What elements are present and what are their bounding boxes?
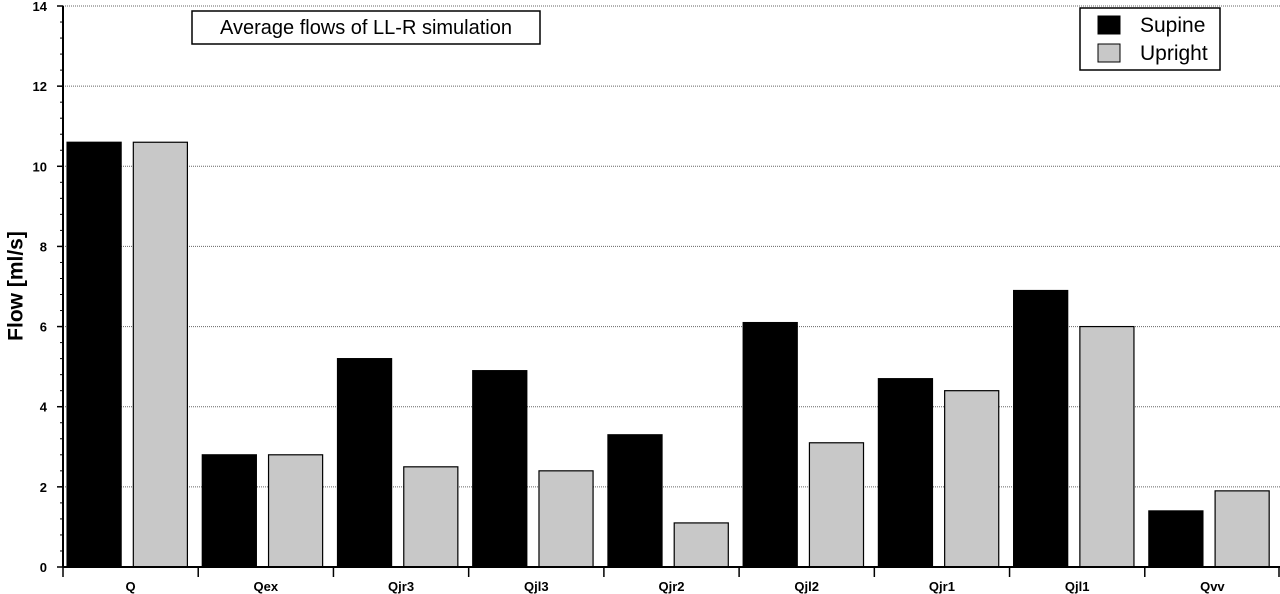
bars bbox=[66, 141, 1270, 568]
y-tick-label: 8 bbox=[40, 239, 47, 254]
y-tick-label: 0 bbox=[40, 560, 47, 575]
bar-supine-q bbox=[66, 141, 122, 568]
chart-title: Average flows of LL-R simulation bbox=[220, 17, 512, 39]
bar-upright-q bbox=[132, 141, 189, 568]
legend-label-supine: Supine bbox=[1140, 14, 1205, 37]
y-tick-label: 14 bbox=[33, 0, 48, 14]
legend: Supine Upright bbox=[1079, 7, 1221, 71]
legend-swatch-upright bbox=[1097, 43, 1121, 63]
x-tick-label: Qvv bbox=[1200, 579, 1225, 594]
legend-swatch-supine bbox=[1097, 15, 1121, 35]
bar-upright-qjr2 bbox=[673, 522, 729, 568]
y-tick-label: 4 bbox=[40, 400, 48, 415]
y-tick-label: 2 bbox=[40, 480, 47, 495]
gridlines bbox=[63, 5, 1280, 488]
bar-upright-qvv bbox=[1214, 490, 1270, 568]
x-ticks: Q Qex Qjr3 Qjl3 Qjr2 Qjl2 Qjr1 Qjl1 Qvv bbox=[62, 567, 1280, 594]
x-tick-label: Qjr1 bbox=[929, 579, 955, 594]
bar-upright-qjl2 bbox=[808, 442, 865, 568]
y-tick-label: 6 bbox=[40, 320, 47, 335]
bar-supine-qjl2 bbox=[742, 321, 798, 568]
x-tick-label: Qjl2 bbox=[794, 579, 819, 594]
x-tick-label: Qex bbox=[254, 579, 279, 594]
bar-supine-qjr2 bbox=[607, 434, 663, 568]
bar-supine-qex bbox=[201, 454, 257, 568]
chart-title-box: Average flows of LL-R simulation bbox=[191, 10, 541, 45]
legend-label-upright: Upright bbox=[1140, 42, 1208, 65]
y-tick-label: 10 bbox=[33, 159, 47, 174]
bar-upright-qex bbox=[267, 454, 324, 568]
y-axis-label: Flow [ml/s] bbox=[5, 231, 28, 341]
bar-upright-qjr1 bbox=[944, 390, 1000, 568]
x-tick-label: Q bbox=[126, 579, 136, 594]
bar-supine-qjl1 bbox=[1013, 289, 1069, 568]
x-tick-label: Qjr2 bbox=[658, 579, 684, 594]
bar-supine-qvv bbox=[1148, 510, 1204, 568]
bar-supine-qjl3 bbox=[472, 370, 528, 568]
bar-upright-qjl3 bbox=[538, 470, 594, 568]
bar-supine-qjr1 bbox=[877, 378, 934, 568]
y-tick-label: 12 bbox=[33, 79, 47, 94]
x-tick-label: Qjl1 bbox=[1065, 579, 1090, 594]
x-tick-label: Qjr3 bbox=[388, 579, 414, 594]
y-ticks: 0 2 4 6 8 10 12 14 bbox=[33, 0, 63, 575]
axes bbox=[62, 6, 1280, 568]
bar-upright-qjl1 bbox=[1079, 325, 1135, 568]
bar-upright-qjr3 bbox=[403, 466, 459, 568]
bar-supine-qjr3 bbox=[336, 358, 393, 568]
x-tick-label: Qjl3 bbox=[524, 579, 549, 594]
